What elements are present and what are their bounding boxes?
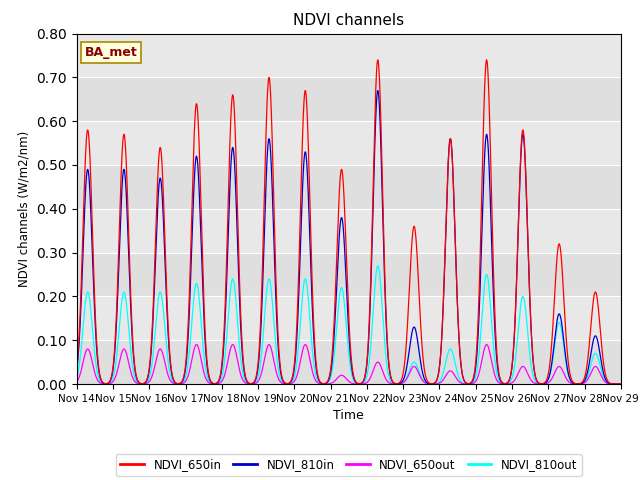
- NDVI_650in: [483, 57, 490, 63]
- NDVI_650out: [73, 379, 81, 384]
- NDVI_810in: [617, 381, 625, 387]
- Line: NDVI_650out: NDVI_650out: [77, 345, 621, 384]
- NDVI_650out: [479, 353, 486, 359]
- Bar: [77, 252, 621, 296]
- Bar: [77, 77, 621, 121]
- Line: NDVI_650in: NDVI_650in: [77, 60, 621, 384]
- NDVI_810in: [281, 380, 289, 386]
- NDVI_650in: [399, 371, 407, 377]
- NDVI_650out: [229, 342, 237, 348]
- NDVI_810out: [281, 381, 289, 386]
- NDVI_810in: [427, 381, 435, 387]
- NDVI_810out: [479, 302, 486, 308]
- NDVI_650out: [172, 381, 179, 387]
- NDVI_650in: [520, 136, 528, 142]
- NDVI_810in: [479, 201, 486, 206]
- Legend: NDVI_650in, NDVI_810in, NDVI_650out, NDVI_810out: NDVI_650in, NDVI_810in, NDVI_650out, NDV…: [116, 454, 582, 476]
- NDVI_650in: [479, 151, 486, 157]
- Line: NDVI_810in: NDVI_810in: [77, 91, 621, 384]
- NDVI_810in: [73, 366, 81, 372]
- NDVI_810out: [374, 263, 381, 269]
- NDVI_650in: [281, 380, 289, 385]
- NDVI_810out: [399, 380, 407, 385]
- NDVI_810in: [172, 380, 179, 386]
- NDVI_810in: [399, 377, 407, 383]
- NDVI_810in: [520, 141, 528, 146]
- NDVI_810out: [617, 381, 625, 387]
- NDVI_810out: [427, 381, 435, 387]
- NDVI_810in: [374, 88, 381, 94]
- X-axis label: Time: Time: [333, 409, 364, 422]
- NDVI_810out: [172, 381, 179, 386]
- Bar: [77, 340, 621, 384]
- NDVI_650out: [399, 380, 407, 386]
- NDVI_810out: [520, 297, 528, 302]
- Bar: [77, 165, 621, 209]
- NDVI_650out: [617, 381, 625, 387]
- Y-axis label: NDVI channels (W/m2/nm): NDVI channels (W/m2/nm): [18, 131, 31, 287]
- NDVI_650out: [427, 381, 435, 387]
- NDVI_650out: [520, 364, 528, 370]
- NDVI_810out: [73, 375, 81, 381]
- NDVI_650in: [427, 381, 435, 386]
- NDVI_650in: [172, 380, 179, 386]
- NDVI_650out: [281, 381, 289, 387]
- Title: NDVI channels: NDVI channels: [293, 13, 404, 28]
- Text: BA_met: BA_met: [85, 46, 138, 59]
- NDVI_650in: [73, 363, 81, 369]
- Line: NDVI_810out: NDVI_810out: [77, 266, 621, 384]
- NDVI_650in: [617, 381, 625, 387]
